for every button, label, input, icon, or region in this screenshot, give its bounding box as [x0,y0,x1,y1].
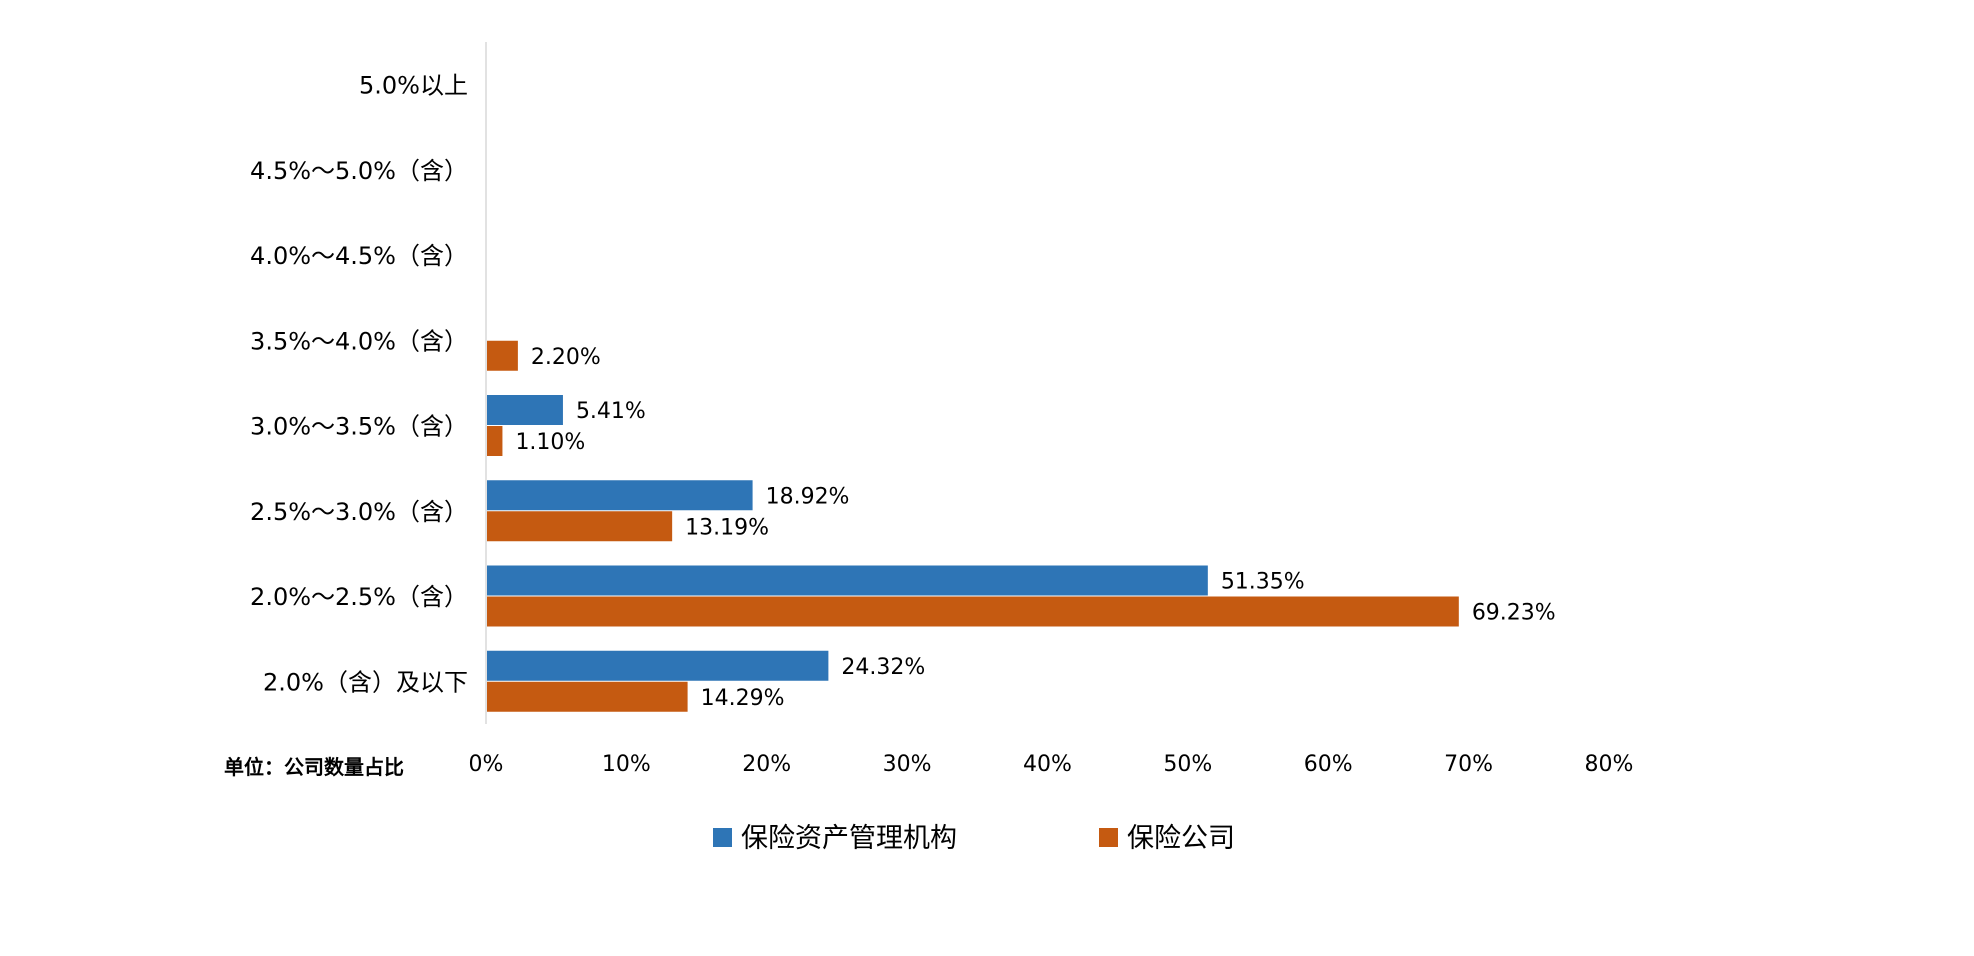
data-label: 69.23% [1472,601,1556,626]
data-label: 1.10% [515,430,585,455]
legend-label: 保险公司 [1127,823,1235,854]
bar-series-0-7 [487,650,829,681]
x-tick-label: 50% [1163,752,1212,777]
x-tick-label: 60% [1304,752,1353,777]
x-tick-label: 10% [602,752,651,777]
x-tick-label: 20% [742,752,791,777]
x-tick-label: 0% [469,752,504,777]
legend-swatch [713,828,732,847]
x-tick-label: 70% [1444,752,1493,777]
category-label: 3.5%～4.0%（含） [250,327,468,355]
bar-series-1-3 [487,340,518,371]
legend-swatch [1099,828,1118,847]
category-label: 2.5%～3.0%（含） [250,498,468,526]
bar-series-0-5 [487,480,753,511]
data-label: 2.20% [531,345,601,370]
category-label: 4.5%～5.0%（含） [250,157,468,185]
category-labels: 5.0%以上 4.5%～5.0%（含） 4.0%～4.5%（含） 3.5%～4.0%（… [250,72,468,697]
bar-series-0-4 [487,395,563,425]
data-labels: 5.41% 18.92% 51.35% 24.32% 2.20% 1.10% 13.19% 6… [515,345,1555,711]
bar-series-1-4 [487,426,503,456]
x-tick-labels: 0% 10% 20% 30% 40% 50% 60% 70% 80% [469,752,1634,777]
x-tick-label: 30% [883,752,932,777]
unit-label: 单位：公司数量占比 [224,755,404,779]
x-tick-label: 80% [1585,752,1634,777]
bars [487,340,1459,712]
category-label: 4.0%～4.5%（含） [250,242,468,270]
data-label: 14.29% [701,686,785,711]
legend-label: 保险资产管理机构 [741,823,957,854]
category-label: 5.0%以上 [359,72,468,100]
category-label: 2.0%～2.5%（含） [250,583,468,611]
data-label: 5.41% [576,399,646,424]
bar-series-0-6 [487,565,1208,596]
data-label: 24.32% [841,655,925,680]
data-label: 18.92% [766,484,850,509]
bar-series-1-6 [487,596,1459,627]
category-label: 2.0%（含）及以下 [263,668,468,696]
x-tick-label: 40% [1023,752,1072,777]
bar-series-1-5 [487,511,673,542]
legend-item-1: 保险公司 [1099,823,1235,854]
data-label: 51.35% [1221,570,1305,595]
category-label: 3.0%～3.5%（含） [250,413,468,441]
legend-item-0: 保险资产管理机构 [713,823,957,854]
legend: 保险资产管理机构 保险公司 [713,823,1235,854]
bar-series-1-7 [487,681,688,712]
data-label: 13.19% [685,515,769,540]
